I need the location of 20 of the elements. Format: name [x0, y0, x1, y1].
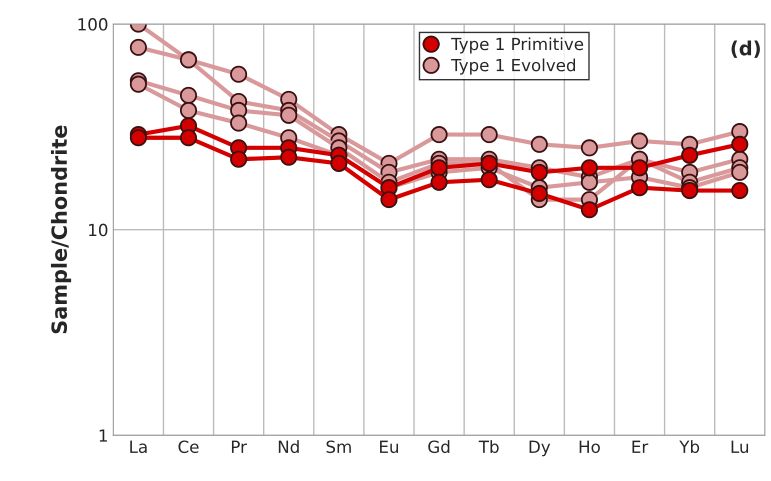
x-tick-label: Gd	[428, 440, 450, 454]
y-tick-label: 100	[78, 18, 108, 31]
x-tick-label: Dy	[530, 440, 550, 456]
x-tick-label: Nd	[278, 440, 299, 454]
annotation: (d)	[732, 40, 760, 58]
y-tick-label: 1	[100, 429, 107, 442]
y-axis-title: Sample/Chondrite	[50, 126, 72, 334]
y-tick-label: 10	[89, 224, 108, 236]
x-tick-label: Eu	[380, 440, 398, 454]
x-tick-label: Sm	[326, 440, 351, 454]
x-tick-label: Ce	[178, 440, 199, 454]
x-tick-label: Yb	[679, 440, 700, 454]
x-tick-label: Pr	[232, 440, 247, 453]
x-tick-label: Tb	[478, 440, 499, 454]
x-tick-label: Er	[632, 440, 648, 453]
x-tick-label: Ho	[580, 440, 600, 454]
legend-label: Type 1 Primitive	[451, 37, 584, 54]
x-tick-label: La	[130, 440, 147, 454]
x-tick-label: Lu	[732, 440, 748, 454]
legend-label: Type 1 Evolved	[451, 58, 576, 75]
